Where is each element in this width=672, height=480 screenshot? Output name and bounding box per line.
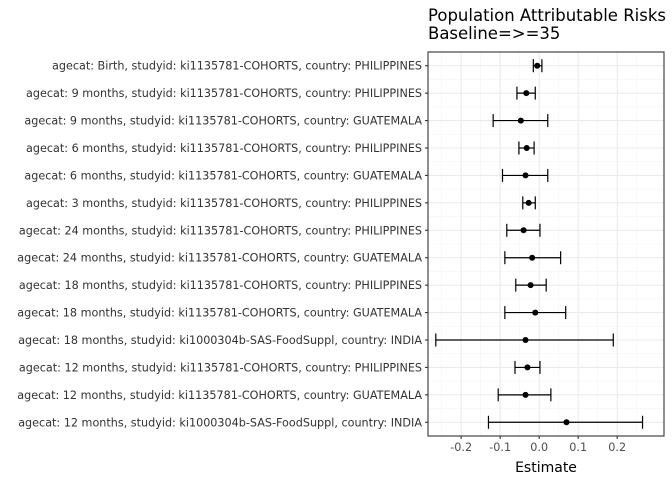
row-label: agecat: 12 months, studyid: ki1000304b-S… <box>18 416 422 429</box>
row-labels: agecat: Birth, studyid: ki1135781-COHORT… <box>17 60 428 429</box>
estimate-point <box>522 172 529 179</box>
estimate-point <box>525 199 532 206</box>
row-label: agecat: 3 months, studyid: ki1135781-COH… <box>26 197 422 210</box>
row-label: agecat: 24 months, studyid: ki1135781-CO… <box>17 252 422 265</box>
x-tick-label: 0.0 <box>530 441 548 454</box>
row-label: agecat: 12 months, studyid: ki1135781-CO… <box>19 361 422 374</box>
row-label: agecat: 24 months, studyid: ki1135781-CO… <box>19 224 422 237</box>
estimate-point <box>563 419 570 426</box>
estimate-point <box>520 227 527 234</box>
x-tick-label: -0.2 <box>450 441 472 454</box>
estimate-point <box>517 117 524 124</box>
panel-border <box>427 51 665 437</box>
estimate-point <box>529 254 536 261</box>
row-label: agecat: Birth, studyid: ki1135781-COHORT… <box>52 60 422 73</box>
estimate-point <box>522 391 529 398</box>
row-label: agecat: 6 months, studyid: ki1135781-COH… <box>24 169 422 182</box>
x-tick-label: -0.1 <box>489 441 511 454</box>
row-label: agecat: 18 months, studyid: ki1135781-CO… <box>19 279 422 292</box>
estimate-point <box>522 337 529 343</box>
estimate-point <box>532 309 539 316</box>
grid-lines <box>428 52 664 436</box>
row-label: agecat: 18 months, studyid: ki1000304b-S… <box>18 334 422 347</box>
chart-title: Population Attributable Risks <box>428 6 666 25</box>
x-axis-title: Estimate <box>515 460 577 476</box>
x-tick-label: 0.1 <box>569 441 587 454</box>
row-label: agecat: 9 months, studyid: ki1135781-COH… <box>26 87 422 100</box>
estimate-point <box>524 364 531 371</box>
estimate-point <box>527 282 534 289</box>
estimate-point <box>523 90 530 97</box>
estimate-point <box>534 62 541 69</box>
row-label: agecat: 12 months, studyid: ki1135781-CO… <box>17 389 422 402</box>
data-marks <box>435 59 644 429</box>
estimate-point <box>523 145 530 151</box>
x-tick-label: 0.2 <box>608 441 626 454</box>
row-label: agecat: 9 months, studyid: ki1135781-COH… <box>24 115 422 128</box>
chart-subtitle: Baseline=>=35 <box>428 24 560 43</box>
row-label: agecat: 6 months, studyid: ki1135781-COH… <box>26 142 422 155</box>
x-axis: -0.2 -0.1 0.0 0.1 0.2 <box>450 436 626 454</box>
row-label: agecat: 18 months, studyid: ki1135781-CO… <box>17 307 422 320</box>
